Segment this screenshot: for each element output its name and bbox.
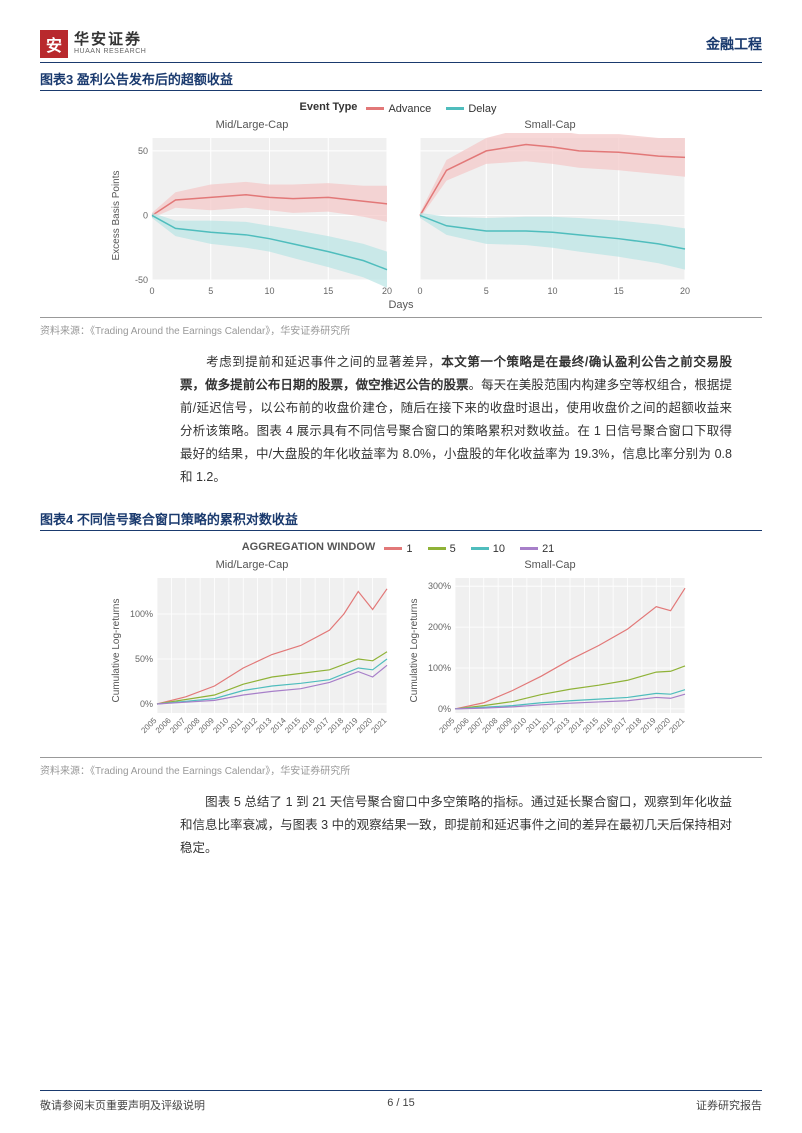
- footer-disclaimer: 敬请参阅末页重要声明及评级说明: [40, 1097, 205, 1113]
- logo: 安 华安证券 HUAAN RESEARCH: [40, 30, 146, 58]
- svg-text:Cumulative Log-returns: Cumulative Log-returns: [409, 598, 420, 702]
- footer-report-type: 证券研究报告: [696, 1097, 762, 1113]
- figure4-chart: AGGREGATION WINDOW 1 5 10 21 Mid/Large-C…: [40, 531, 762, 755]
- paragraph-1: 考虑到提前和延迟事件之间的显著差异，本文第一个策略是在最终/确认盈利公告之前交易…: [40, 337, 762, 504]
- svg-text:200%: 200%: [428, 622, 451, 632]
- figure3-source: 资料来源：《Trading Around the Earnings Calend…: [40, 317, 762, 337]
- svg-text:15: 15: [614, 286, 624, 296]
- logo-cn-text: 华安证券: [74, 32, 146, 49]
- figure4-panel-mid-title: Mid/Large-Cap: [107, 559, 397, 571]
- svg-text:Excess Basis Points: Excess Basis Points: [111, 170, 122, 260]
- figure3-panel-small-title: Small-Cap: [405, 119, 695, 131]
- legend-w5: 5: [450, 543, 456, 555]
- figure4-title: 图表4 不同信号聚合窗口策略的累积对数收益: [40, 509, 762, 531]
- figure4-legend-title: AGGREGATION WINDOW: [242, 541, 376, 553]
- figure3-title: 图表3 盈利公告发布后的超额收益: [40, 69, 762, 91]
- category-label: 金融工程: [706, 34, 762, 54]
- figure4-small-panel: 2005200620072008200920102011201220132014…: [405, 573, 695, 748]
- figure3-small-panel: 0 5 10 15 20: [405, 133, 695, 298]
- legend-advance: Advance: [388, 103, 431, 115]
- svg-text:Cumulative Log-returns: Cumulative Log-returns: [111, 598, 122, 702]
- svg-text:5: 5: [208, 286, 213, 296]
- figure3-panel-mid-title: Mid/Large-Cap: [107, 119, 397, 131]
- svg-text:10: 10: [264, 286, 274, 296]
- svg-text:100%: 100%: [130, 609, 153, 619]
- svg-text:0%: 0%: [140, 699, 153, 709]
- legend-delay: Delay: [468, 103, 496, 115]
- svg-text:-50: -50: [135, 275, 148, 285]
- svg-text:100%: 100%: [428, 663, 451, 673]
- legend-w21: 21: [542, 543, 554, 555]
- svg-text:300%: 300%: [428, 581, 451, 591]
- page-header: 安 华安证券 HUAAN RESEARCH 金融工程: [40, 30, 762, 63]
- svg-text:5: 5: [484, 286, 489, 296]
- svg-text:0: 0: [417, 286, 422, 296]
- figure3-legend-title: Event Type: [300, 101, 358, 113]
- svg-text:15: 15: [323, 286, 333, 296]
- svg-text:2021: 2021: [667, 715, 686, 734]
- svg-text:10: 10: [547, 286, 557, 296]
- page-number: 6 / 15: [387, 1097, 415, 1109]
- svg-text:0%: 0%: [438, 704, 451, 714]
- page-footer: 敬请参阅末页重要声明及评级说明 6 / 15 证券研究报告: [40, 1090, 762, 1113]
- paragraph-2: 图表 5 总结了 1 到 21 天信号聚合窗口中多空策略的指标。通过延长聚合窗口…: [40, 777, 762, 874]
- logo-icon: 安: [40, 30, 68, 58]
- figure3-chart: Event Type Advance Delay Mid/Large-Cap 0…: [40, 91, 762, 315]
- svg-text:50%: 50%: [135, 654, 153, 664]
- logo-en-text: HUAAN RESEARCH: [74, 48, 146, 56]
- legend-w10: 10: [493, 543, 505, 555]
- svg-text:50: 50: [138, 145, 148, 155]
- legend-w1: 1: [406, 543, 412, 555]
- svg-text:2021: 2021: [369, 715, 388, 734]
- figure4-source: 资料来源：《Trading Around the Earnings Calend…: [40, 757, 762, 777]
- svg-text:0: 0: [149, 286, 154, 296]
- figure4-mid-panel: 2005200620072008200920102011201220132014…: [107, 573, 397, 748]
- svg-text:20: 20: [680, 286, 690, 296]
- svg-text:0: 0: [143, 210, 148, 220]
- figure4-panel-small-title: Small-Cap: [405, 559, 695, 571]
- figure3-legend: Event Type Advance Delay: [60, 101, 742, 115]
- figure3-mid-panel: 05101520-50050Excess Basis Points: [107, 133, 397, 298]
- figure4-legend: AGGREGATION WINDOW 1 5 10 21: [60, 541, 742, 555]
